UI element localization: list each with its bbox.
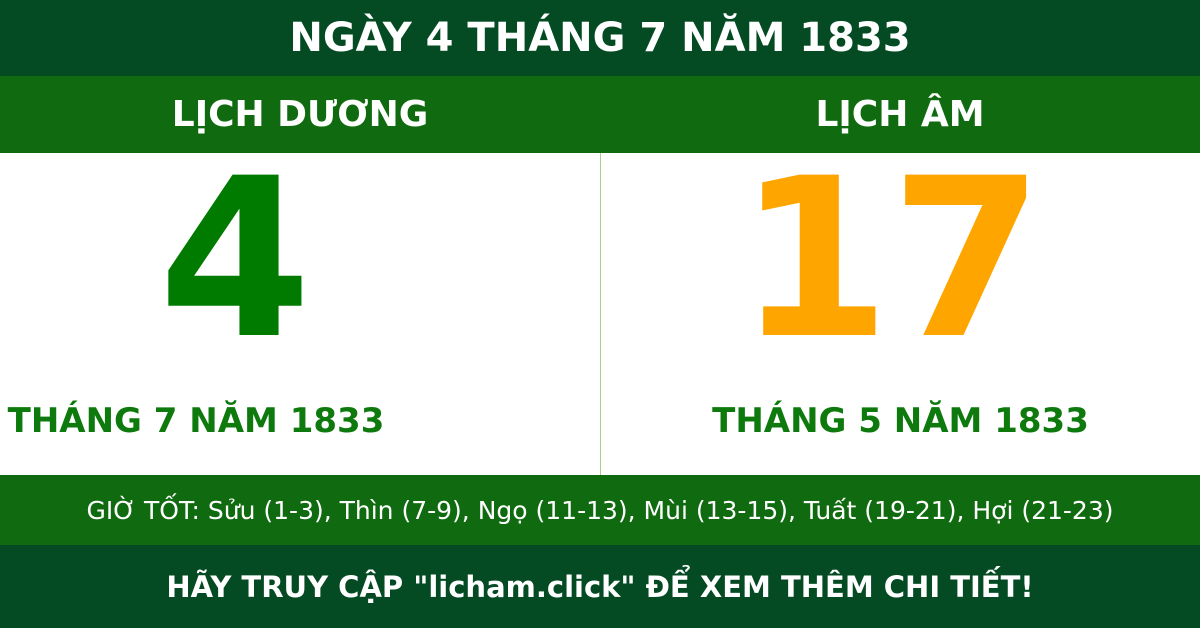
calendar-body: 4 THÁNG 7 NĂM 1833 17 THÁNG 5 NĂM 1833: [0, 131, 1200, 475]
solar-panel: 4 THÁNG 7 NĂM 1833: [0, 131, 600, 475]
page-title: NGÀY 4 THÁNG 7 NĂM 1833: [0, 0, 1200, 76]
solar-calendar-label: LỊCH DƯƠNG: [171, 94, 429, 135]
lunar-day: 17: [737, 131, 1044, 387]
lunar-calendar-label: LỊCH ÂM: [815, 94, 985, 135]
calendar-headers: LỊCH DƯƠNG LỊCH ÂM: [0, 76, 1200, 153]
solar-day: 4: [158, 131, 312, 387]
lunar-panel: 17 THÁNG 5 NĂM 1833: [600, 149, 1200, 475]
lunar-month-year: THÁNG 5 NĂM 1833: [712, 401, 1089, 441]
good-hours: GIỜ TỐT: Sửu (1-3), Thìn (7-9), Ngọ (11-…: [0, 475, 1200, 545]
footer-cta: HÃY TRUY CẬP "licham.click" ĐỂ XEM THÊM …: [0, 545, 1200, 628]
solar-month-year: THÁNG 7 NĂM 1833: [7, 401, 385, 441]
